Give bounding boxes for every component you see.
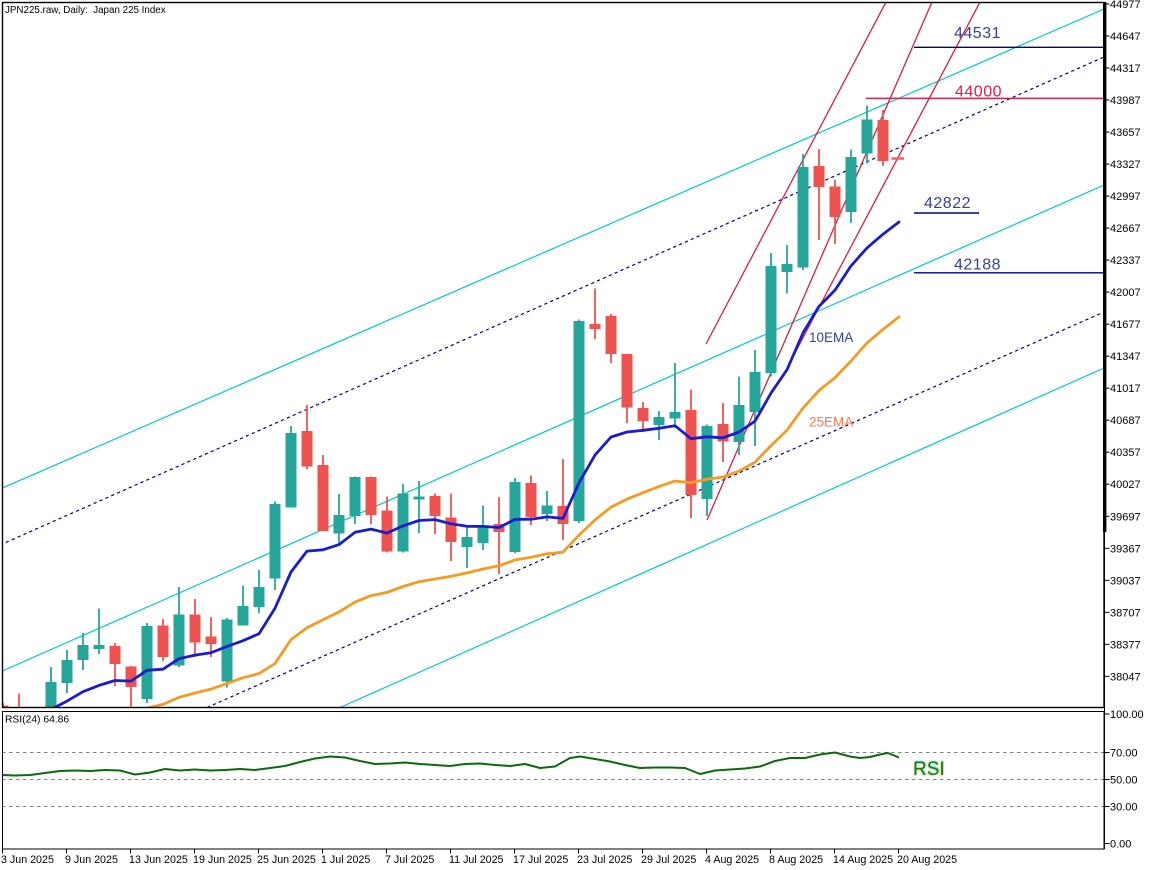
svg-text:7 Jul 2025: 7 Jul 2025	[385, 854, 434, 866]
svg-text:1 Jul 2025: 1 Jul 2025	[321, 854, 370, 866]
svg-text:38707: 38707	[1110, 607, 1141, 619]
svg-text:23 Jul 2025: 23 Jul 2025	[577, 854, 632, 866]
svg-text:25EMA: 25EMA	[809, 415, 853, 430]
svg-text:9 Jun 2025: 9 Jun 2025	[65, 854, 118, 866]
svg-text:70.00: 70.00	[1110, 748, 1138, 760]
svg-text:13 Jun 2025: 13 Jun 2025	[129, 854, 188, 866]
svg-text:0.00: 0.00	[1110, 839, 1131, 851]
svg-text:40687: 40687	[1110, 415, 1141, 427]
svg-text:41017: 41017	[1110, 383, 1141, 395]
svg-text:14 Aug 2025: 14 Aug 2025	[833, 854, 893, 866]
svg-text:42667: 42667	[1110, 223, 1141, 235]
svg-text:44000: 44000	[955, 84, 1002, 101]
svg-text:41347: 41347	[1110, 351, 1141, 363]
svg-text:100.00: 100.00	[1110, 709, 1144, 721]
svg-text:44647: 44647	[1110, 31, 1141, 43]
svg-text:19 Jun 2025: 19 Jun 2025	[193, 854, 252, 866]
svg-text:JPN225.raw, Daily: Japan 225: JPN225.raw, Daily: Japan 225 Index	[5, 5, 166, 16]
svg-text:RSI(24) 64.86: RSI(24) 64.86	[5, 715, 69, 726]
svg-text:8 Aug 2025: 8 Aug 2025	[769, 854, 823, 866]
svg-text:42007: 42007	[1110, 287, 1141, 299]
svg-text:40027: 40027	[1110, 479, 1141, 491]
svg-text:43327: 43327	[1110, 159, 1141, 171]
svg-text:39367: 39367	[1110, 543, 1141, 555]
svg-text:42337: 42337	[1110, 255, 1141, 267]
svg-text:39037: 39037	[1110, 575, 1141, 587]
svg-text:3 Jun 2025: 3 Jun 2025	[1, 854, 54, 866]
svg-text:41677: 41677	[1110, 319, 1141, 331]
svg-text:29 Jul 2025: 29 Jul 2025	[641, 854, 696, 866]
svg-text:42997: 42997	[1110, 191, 1141, 203]
svg-text:20 Aug 2025: 20 Aug 2025	[897, 854, 957, 866]
svg-text:43657: 43657	[1110, 127, 1141, 139]
svg-text:40357: 40357	[1110, 447, 1141, 459]
svg-text:30.00: 30.00	[1110, 802, 1138, 814]
svg-text:39697: 39697	[1110, 511, 1141, 523]
svg-text:44531: 44531	[954, 25, 1001, 42]
svg-text:50.00: 50.00	[1110, 775, 1138, 787]
svg-text:10EMA: 10EMA	[809, 330, 853, 345]
svg-text:38377: 38377	[1110, 639, 1141, 651]
svg-text:25 Jun 2025: 25 Jun 2025	[257, 854, 316, 866]
svg-text:4 Aug 2025: 4 Aug 2025	[705, 854, 759, 866]
svg-text:17 Jul 2025: 17 Jul 2025	[513, 854, 568, 866]
svg-text:RSI: RSI	[913, 759, 945, 780]
svg-text:11 Jul 2025: 11 Jul 2025	[449, 854, 504, 866]
svg-text:38047: 38047	[1110, 671, 1141, 683]
svg-text:44317: 44317	[1110, 63, 1141, 75]
svg-text:42188: 42188	[954, 257, 1001, 274]
svg-text:43987: 43987	[1110, 95, 1141, 107]
svg-text:42822: 42822	[924, 195, 971, 212]
svg-text:44977: 44977	[1110, 0, 1141, 11]
